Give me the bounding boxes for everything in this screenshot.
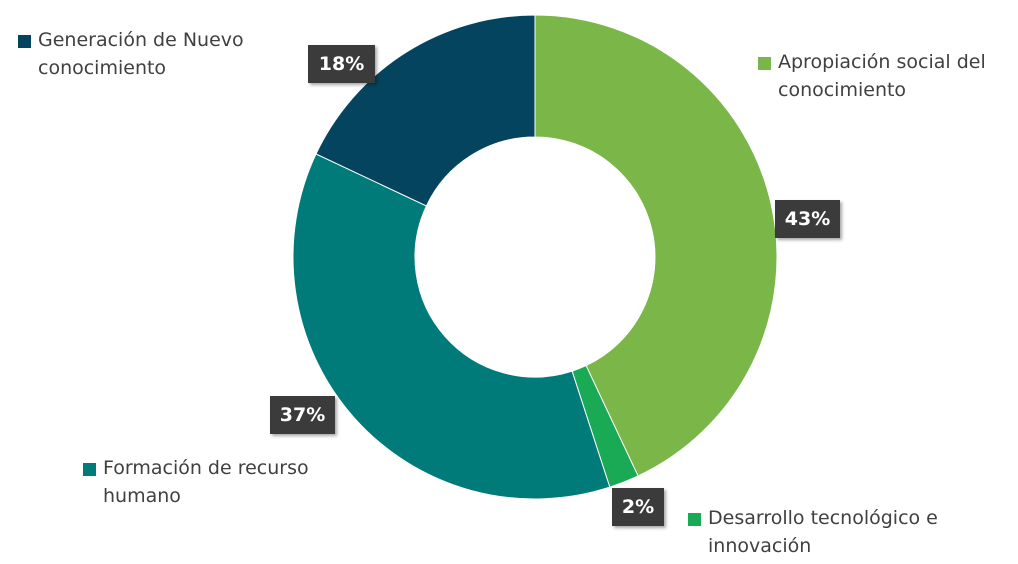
- donut-slice: [534, 14, 778, 477]
- legend-entry: Formación de recurso humano: [75, 450, 365, 514]
- legend-label: Formación de recurso humano: [103, 457, 309, 507]
- legend-entry: Apropiación social del conocimiento: [750, 44, 1002, 108]
- donut-slice: [292, 153, 611, 500]
- data-label: 43%: [775, 200, 840, 238]
- legend-swatch: [688, 513, 701, 526]
- legend-swatch: [18, 35, 31, 48]
- legend-label: Apropiación social del conocimiento: [778, 51, 986, 101]
- legend-swatch: [758, 57, 771, 70]
- legend-entry: Generación de Nuevo conocimiento: [10, 22, 295, 86]
- data-label: 2%: [612, 488, 664, 526]
- legend-label: Generación de Nuevo conocimiento: [38, 29, 244, 79]
- legend-entry: Desarrollo tecnológico e innovación: [680, 500, 980, 564]
- legend-swatch: [83, 463, 96, 476]
- donut-slice: [315, 14, 536, 207]
- legend-label: Desarrollo tecnológico e innovación: [708, 507, 938, 557]
- data-label: 37%: [270, 396, 335, 434]
- data-label: 18%: [308, 45, 375, 83]
